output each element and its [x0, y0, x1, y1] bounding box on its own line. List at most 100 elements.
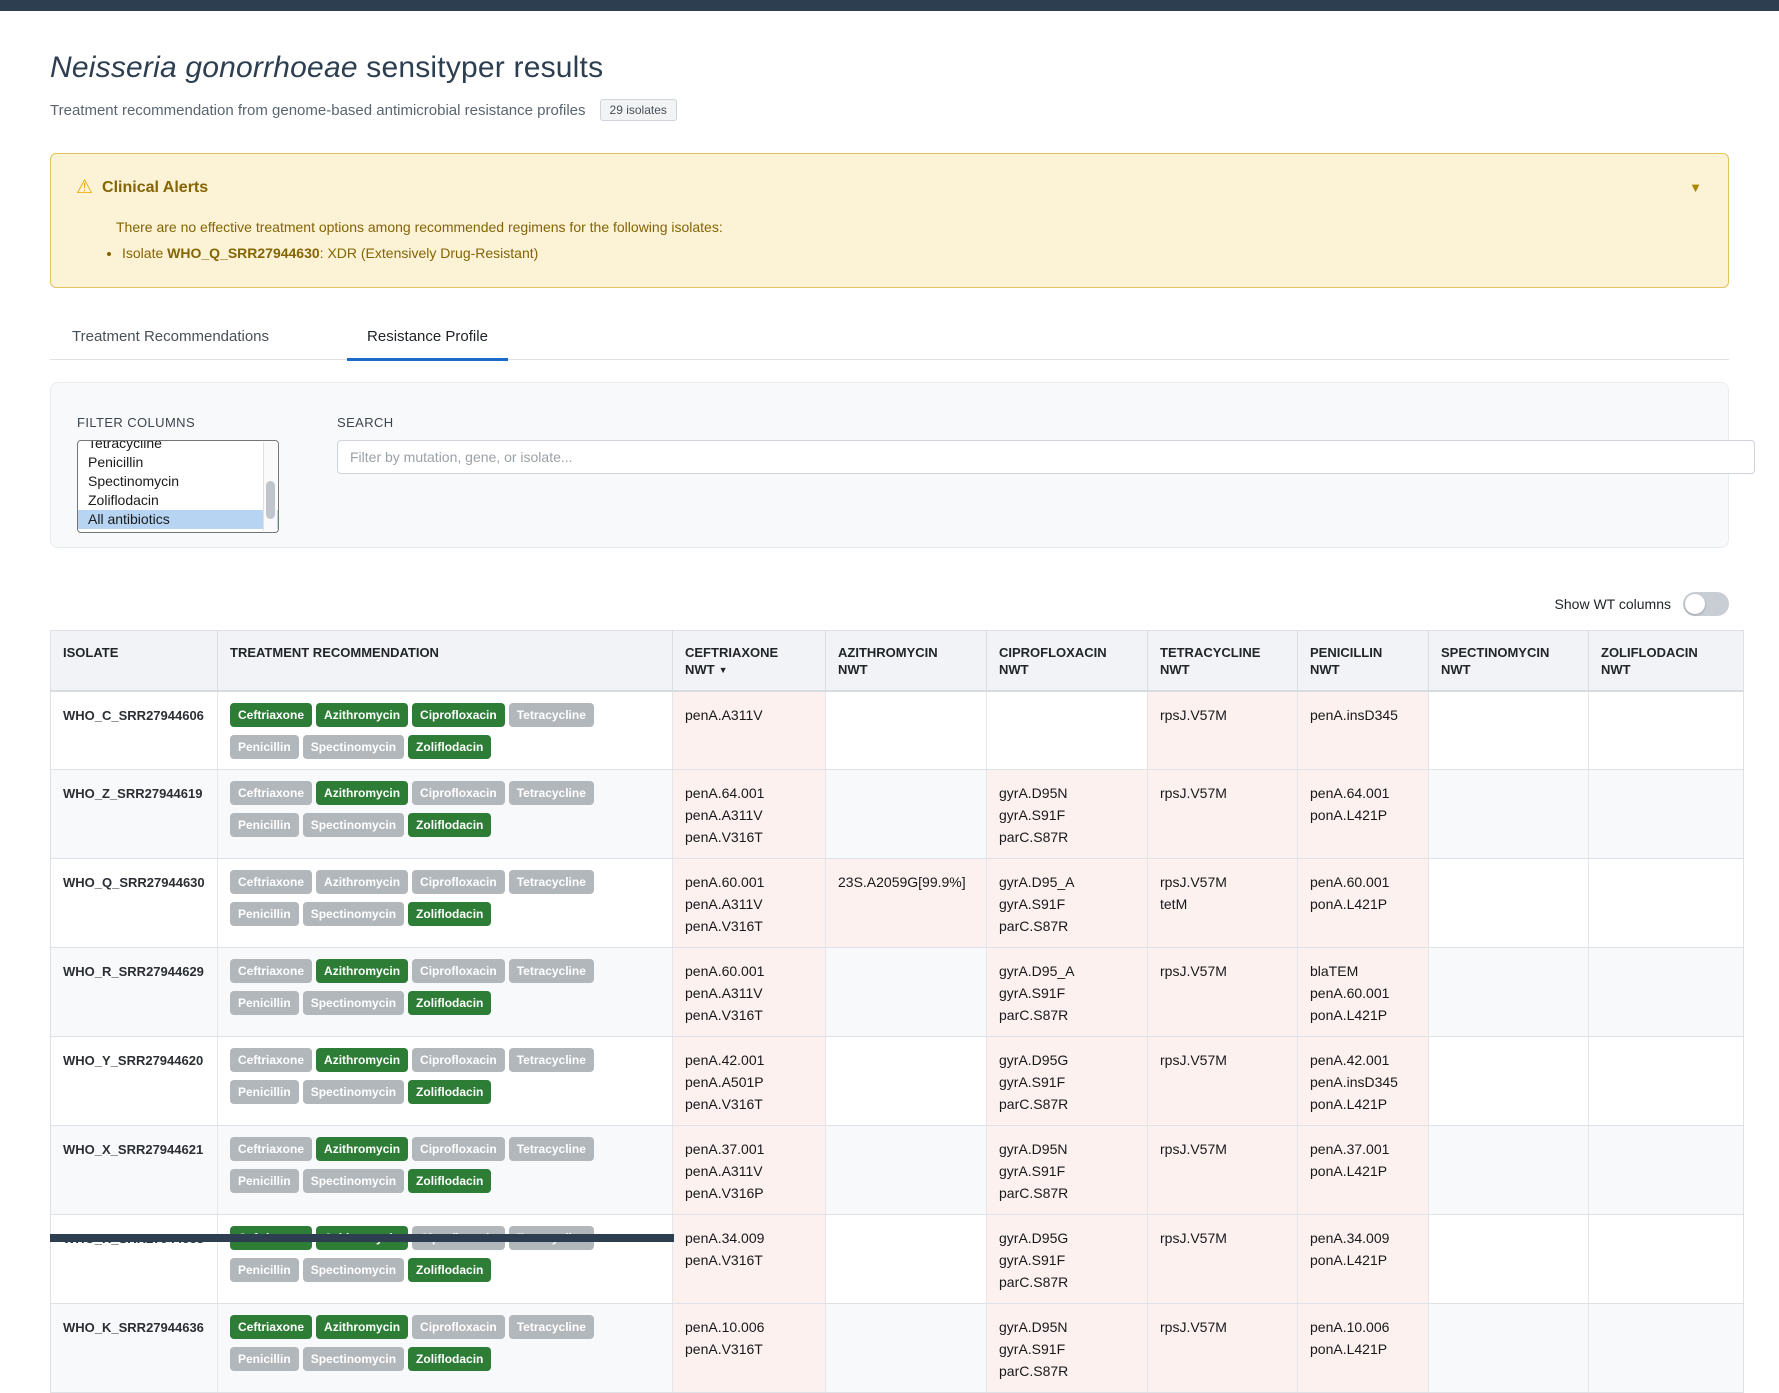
- mutation-value: ponA.L421P: [1310, 1160, 1420, 1182]
- antibiotic-badge: Tetracycline: [509, 703, 594, 727]
- show-wt-columns-toggle[interactable]: [1683, 592, 1729, 616]
- column-header[interactable]: TETRACYCLINENWT: [1148, 631, 1298, 692]
- antibiotic-badge: Zoliflodacin: [408, 1347, 491, 1371]
- mutation-value: rpsJ.V57M: [1160, 960, 1289, 982]
- antibiotic-badge: Azithromycin: [316, 1137, 408, 1161]
- mutation-value: penA.insD345: [1310, 1071, 1420, 1093]
- table-row: WHO_R_SRR27944629CeftriaxoneAzithromycin…: [51, 948, 1744, 1037]
- mutation-cell: rpsJ.V57M: [1148, 770, 1298, 859]
- mutation-cell: rpsJ.V57M: [1148, 1304, 1298, 1393]
- antibiotic-badge: Tetracycline: [509, 781, 594, 805]
- table-row: WHO_Z_SRR27944619CeftriaxoneAzithromycin…: [51, 770, 1744, 859]
- mutation-value: penA.60.001: [685, 960, 817, 982]
- antibiotic-badge: Zoliflodacin: [408, 813, 491, 837]
- table-row: WHO_X_SRR27944621CeftriaxoneAzithromycin…: [51, 1126, 1744, 1215]
- mutation-value: penA.60.001: [1310, 871, 1420, 893]
- antibiotic-badge: Penicillin: [230, 1258, 299, 1282]
- listbox-scrollbar-thumb[interactable]: [266, 481, 275, 519]
- treatment-recommendation-cell: CeftriaxoneAzithromycinCiprofloxacinTetr…: [218, 691, 673, 770]
- mutation-value: penA.64.001: [685, 782, 817, 804]
- treatment-recommendation-cell: CeftriaxoneAzithromycinCiprofloxacinTetr…: [218, 770, 673, 859]
- mutation-cell: [826, 691, 987, 770]
- mutation-cell: rpsJ.V57MtetM: [1148, 859, 1298, 948]
- warning-icon: ⚠: [76, 178, 93, 197]
- antibiotic-badge: Spectinomycin: [303, 991, 404, 1015]
- antibiotic-badge: Spectinomycin: [303, 1347, 404, 1371]
- mutation-value: penA.A311V: [685, 704, 817, 726]
- alert-collapse-chevron-icon[interactable]: ▼: [1689, 180, 1702, 195]
- antibiotic-badge: Azithromycin: [316, 959, 408, 983]
- antibiotic-badge: Ciprofloxacin: [412, 959, 505, 983]
- table-row: WHO_Y_SRR27944620CeftriaxoneAzithromycin…: [51, 1037, 1744, 1126]
- mutation-cell: [1589, 1126, 1744, 1215]
- mutation-cell: [1429, 948, 1589, 1037]
- antibiotic-badge: Ciprofloxacin: [412, 1048, 505, 1072]
- column-header[interactable]: ZOLIFLODACINNWT: [1589, 631, 1744, 692]
- mutation-value: penA.A311V: [685, 804, 817, 826]
- treatment-recommendation-cell: CeftriaxoneAzithromycinCiprofloxacinTetr…: [218, 1037, 673, 1126]
- mutation-value: ponA.L421P: [1310, 1338, 1420, 1360]
- mutation-value: penA.V316T: [685, 1093, 817, 1115]
- filter-columns-label: FILTER COLUMNS: [77, 415, 279, 430]
- antibiotic-badge: Ciprofloxacin: [412, 1315, 505, 1339]
- mutation-cell: [1429, 1304, 1589, 1393]
- listbox-option[interactable]: Spectinomycin: [78, 472, 278, 491]
- filter-columns-listbox[interactable]: TetracyclinePenicillinSpectinomycinZolif…: [77, 440, 279, 533]
- listbox-option[interactable]: Penicillin: [78, 453, 278, 472]
- listbox-option[interactable]: Tetracycline: [78, 440, 278, 453]
- mutation-value: rpsJ.V57M: [1160, 1049, 1289, 1071]
- table-row: WHO_H_SRR27944583CeftriaxoneAzithromycin…: [51, 1215, 1744, 1304]
- mutation-cell: [987, 691, 1148, 770]
- antibiotic-badge: Azithromycin: [316, 870, 408, 894]
- species-name: Neisseria gonorrhoeae: [50, 51, 358, 84]
- antibiotic-badge: Zoliflodacin: [408, 1258, 491, 1282]
- alert-item-suffix: : XDR (Extensively Drug-Resistant): [320, 245, 539, 261]
- antibiotic-badge: Penicillin: [230, 1080, 299, 1104]
- mutation-cell: gyrA.D95GgyrA.S91FparC.S87R: [987, 1037, 1148, 1126]
- mutation-cell: blaTEMpenA.60.001ponA.L421P: [1298, 948, 1429, 1037]
- tab-treatment-recommendations[interactable]: Treatment Recommendations: [52, 318, 289, 361]
- search-label: SEARCH: [337, 415, 1755, 430]
- antibiotic-badge: Ciprofloxacin: [412, 703, 505, 727]
- listbox-option[interactable]: Zoliflodacin: [78, 491, 278, 510]
- column-header[interactable]: CEFTRIAXONENWT▼: [673, 631, 826, 692]
- filter-panel: FILTER COLUMNS TetracyclinePenicillinSpe…: [50, 382, 1729, 548]
- column-header[interactable]: SPECTINOMYCINNWT: [1429, 631, 1589, 692]
- column-header[interactable]: AZITHROMYCINNWT: [826, 631, 987, 692]
- mutation-cell: [1589, 1215, 1744, 1304]
- mutation-value: tetM: [1160, 893, 1289, 915]
- mutation-value: penA.V316T: [685, 1004, 817, 1026]
- mutation-value: gyrA.D95_A: [999, 960, 1139, 982]
- search-input[interactable]: [337, 440, 1755, 474]
- treatment-recommendation-cell: CeftriaxoneAzithromycinCiprofloxacinTetr…: [218, 859, 673, 948]
- antibiotic-badge: Ciprofloxacin: [412, 870, 505, 894]
- column-header[interactable]: ISOLATE: [51, 631, 218, 692]
- listbox-scrollbar[interactable]: [263, 442, 277, 531]
- mutation-value: ponA.L421P: [1310, 804, 1420, 826]
- mutation-value: penA.60.001: [1310, 982, 1420, 1004]
- mutation-cell: gyrA.D95_AgyrA.S91FparC.S87R: [987, 948, 1148, 1037]
- antibiotic-badge: Penicillin: [230, 735, 299, 759]
- mutation-cell: [1589, 948, 1744, 1037]
- mutation-cell: [826, 1126, 987, 1215]
- column-header[interactable]: PENICILLINNWT: [1298, 631, 1429, 692]
- mutation-value: ponA.L421P: [1310, 1093, 1420, 1115]
- tab-resistance-profile[interactable]: Resistance Profile: [347, 318, 508, 361]
- isolate-name-cell: WHO_K_SRR27944636: [51, 1304, 218, 1393]
- mutation-value: penA.V316T: [685, 826, 817, 848]
- column-header[interactable]: TREATMENT RECOMMENDATION: [218, 631, 673, 692]
- antibiotic-badge: Penicillin: [230, 991, 299, 1015]
- resistance-profile-table: ISOLATETREATMENT RECOMMENDATIONCEFTRIAXO…: [50, 630, 1744, 1393]
- antibiotic-badge: Ceftriaxone: [230, 1048, 312, 1072]
- column-header[interactable]: CIPROFLOXACINNWT: [987, 631, 1148, 692]
- mutation-value: gyrA.D95N: [999, 782, 1139, 804]
- antibiotic-badge: Ceftriaxone: [230, 781, 312, 805]
- top-accent-bar: [0, 0, 1779, 11]
- antibiotic-badge: Tetracycline: [509, 1137, 594, 1161]
- antibiotic-badge: Spectinomycin: [303, 1080, 404, 1104]
- listbox-option[interactable]: All antibiotics: [78, 510, 278, 529]
- mutation-cell: rpsJ.V57M: [1148, 1126, 1298, 1215]
- mutation-value: penA.A311V: [685, 1160, 817, 1182]
- isolate-name-cell: WHO_Z_SRR27944619: [51, 770, 218, 859]
- tab-bar: Treatment Recommendations Resistance Pro…: [50, 318, 1729, 360]
